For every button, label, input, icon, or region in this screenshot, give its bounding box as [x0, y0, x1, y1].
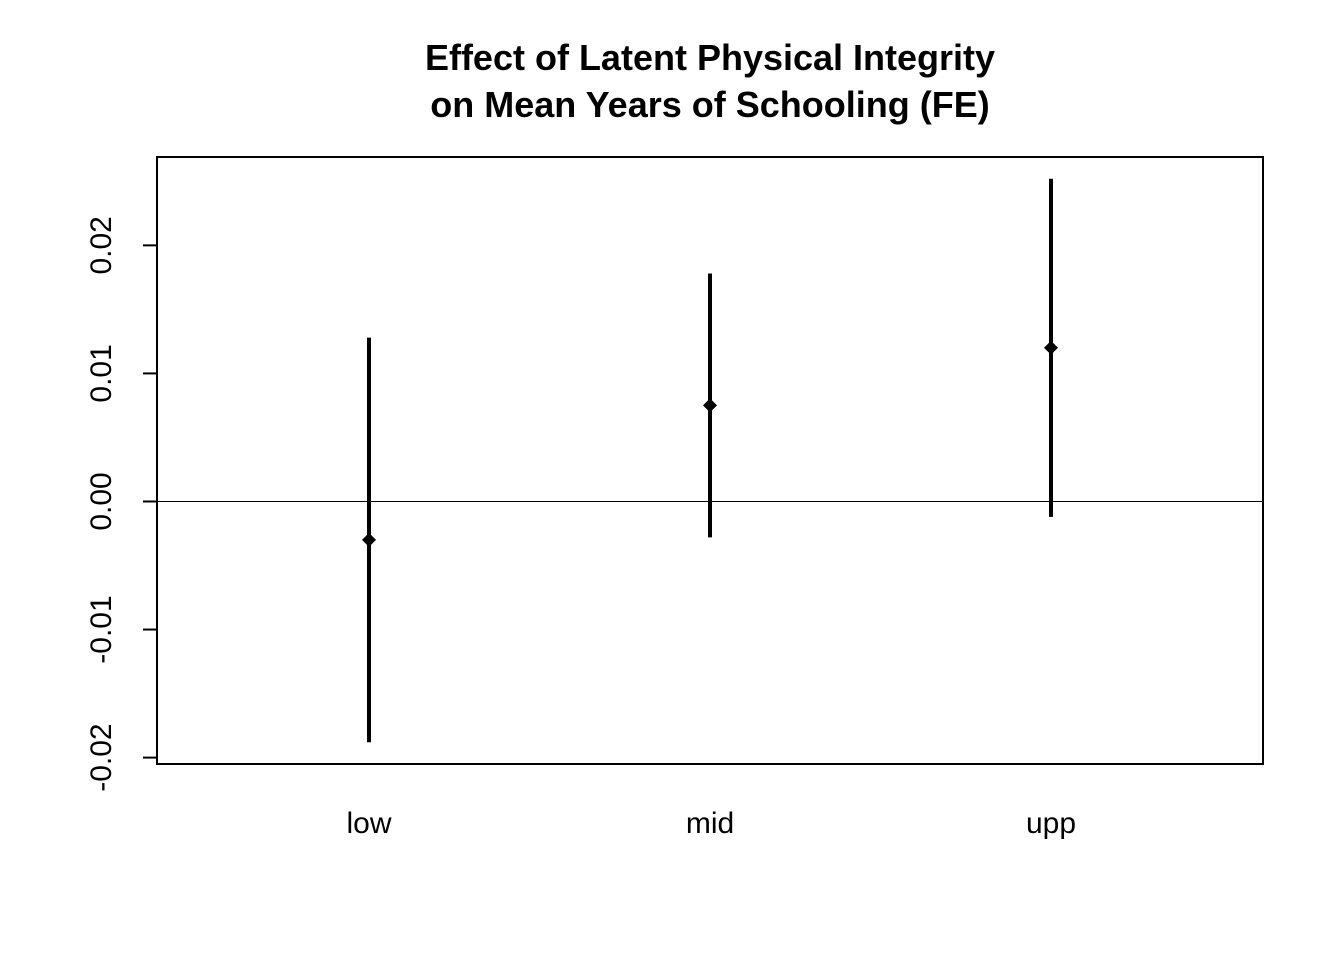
y-tick-label: 0.02: [85, 216, 118, 274]
y-tick-label: -0.01: [85, 595, 118, 663]
point-estimate-low: [362, 532, 376, 547]
point-estimate-upp: [1044, 340, 1058, 355]
x-tick-label: mid: [686, 807, 734, 840]
chart-title-line-2: on Mean Years of Schooling (FE): [430, 84, 989, 125]
y-tick-label: -0.02: [85, 723, 118, 791]
y-axis: -0.02 -0.01 0.00 0.01 0.02: [85, 216, 157, 792]
interval-marks: [362, 178, 1058, 743]
x-tick-label: low: [346, 807, 391, 840]
x-tick-label: upp: [1026, 807, 1076, 840]
chart-title-line-1: Effect of Latent Physical Integrity: [425, 37, 995, 78]
y-tick-label: 0.00: [85, 472, 118, 530]
x-axis: low mid upp: [346, 807, 1076, 840]
y-tick-label: 0.01: [85, 344, 118, 402]
point-estimate-mid: [703, 398, 717, 413]
